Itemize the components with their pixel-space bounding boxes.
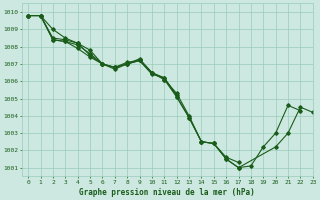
- X-axis label: Graphe pression niveau de la mer (hPa): Graphe pression niveau de la mer (hPa): [79, 188, 255, 197]
